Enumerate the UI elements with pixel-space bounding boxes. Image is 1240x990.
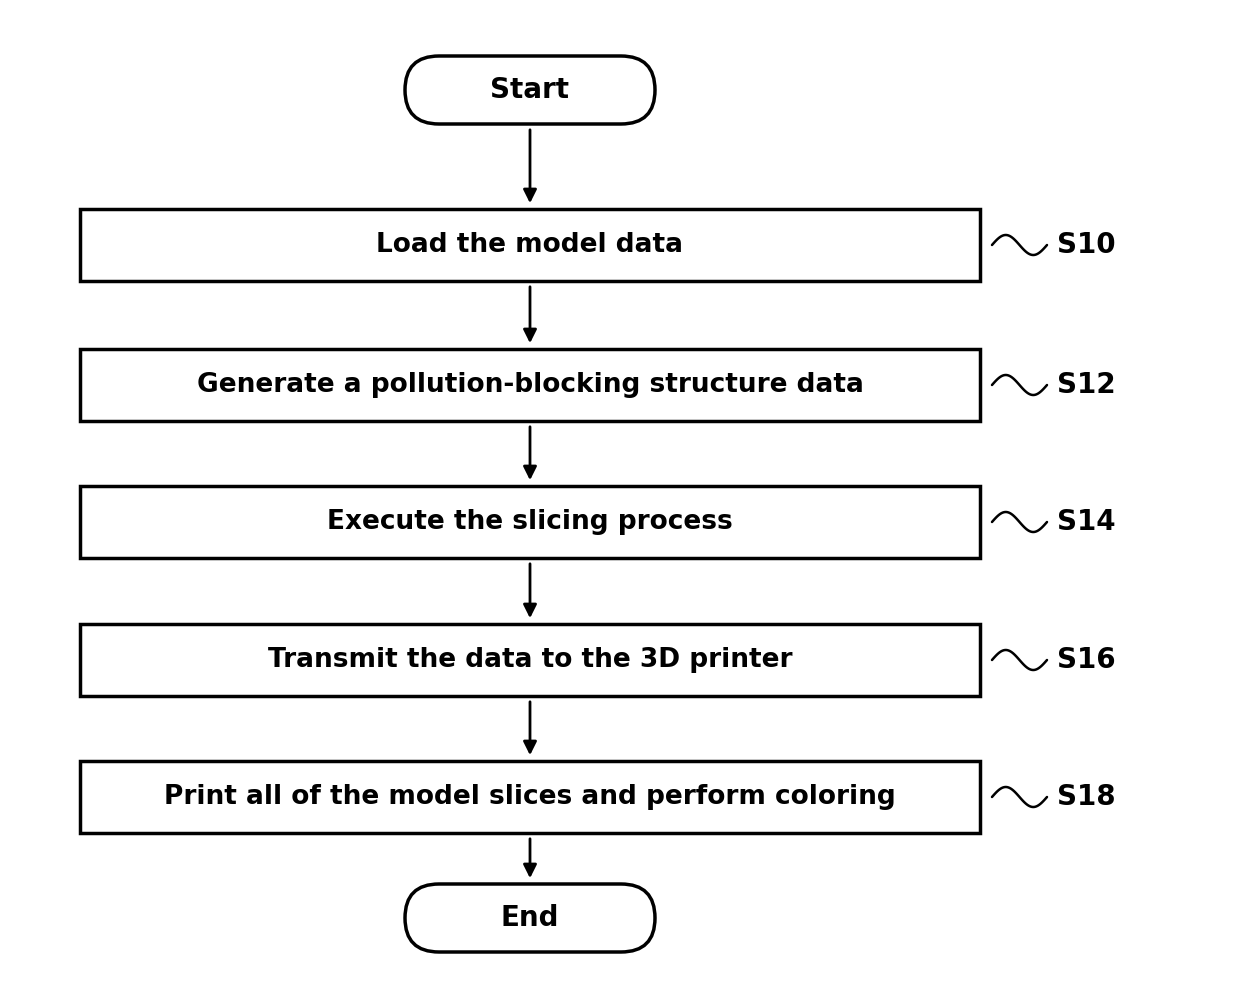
Text: S16: S16	[1056, 646, 1116, 674]
Bar	[81, 349, 980, 421]
FancyBboxPatch shape	[405, 884, 655, 952]
Bar	[81, 209, 980, 281]
Text: S10: S10	[1056, 231, 1116, 259]
Bar	[81, 486, 980, 558]
Text: Print all of the model slices and perform coloring: Print all of the model slices and perfor…	[164, 784, 895, 810]
Text: Start: Start	[491, 76, 569, 104]
Text: Load the model data: Load the model data	[377, 232, 683, 258]
Text: S14: S14	[1056, 508, 1116, 536]
Text: S12: S12	[1056, 371, 1116, 399]
Text: Transmit the data to the 3D printer: Transmit the data to the 3D printer	[268, 647, 792, 673]
FancyBboxPatch shape	[405, 56, 655, 124]
Text: S18: S18	[1056, 783, 1116, 811]
Text: Generate a pollution-blocking structure data: Generate a pollution-blocking structure …	[197, 372, 863, 398]
Bar	[81, 761, 980, 833]
Bar	[81, 624, 980, 696]
Text: Execute the slicing process: Execute the slicing process	[327, 509, 733, 535]
Text: End: End	[501, 904, 559, 932]
